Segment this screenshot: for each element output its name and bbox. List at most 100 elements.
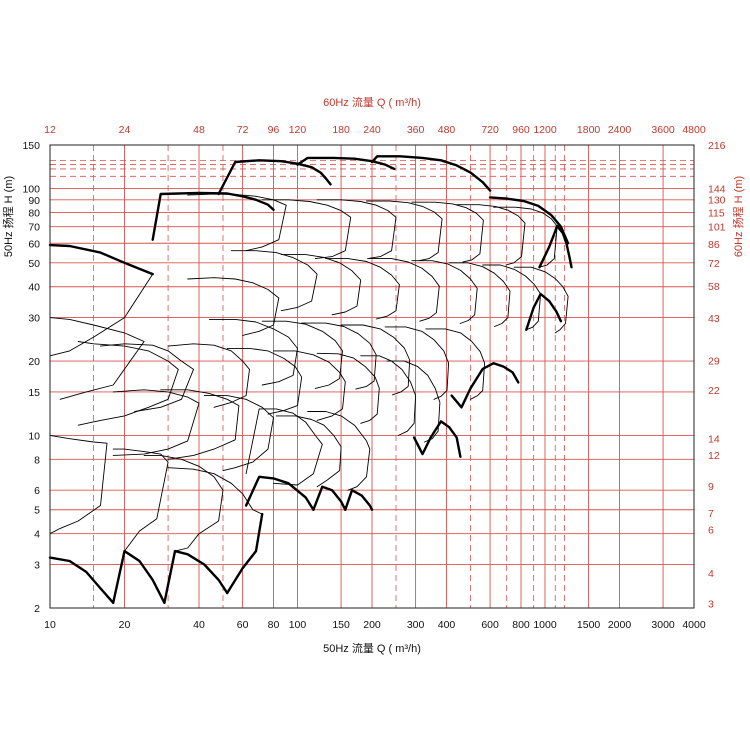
pump-curve-bold: [151, 191, 275, 241]
y-tick-label-right: 7: [708, 508, 714, 520]
pump-curve: [100, 343, 194, 412]
pump-curve: [77, 341, 179, 426]
x-tick-label-top: 120: [289, 124, 307, 136]
x-tick-label-bottom: 100: [289, 619, 307, 631]
y-tick-label-right: 216: [708, 140, 726, 152]
pump-curve: [49, 317, 145, 400]
y-tick-label-right: 9: [708, 481, 714, 493]
pump-curve-bold: [244, 475, 315, 511]
pump-curve-bold: [48, 243, 154, 276]
pump-curve-bold: [412, 420, 462, 458]
y-tick-label-right: 4: [708, 568, 714, 580]
pump-curve: [482, 264, 542, 331]
x-tick-label-top: 360: [407, 124, 425, 136]
pump-curve: [411, 260, 478, 324]
x-tick-label-bottom: 400: [438, 619, 456, 631]
y-tick-label-left: 15: [28, 387, 40, 399]
y-tick-label-right: 12: [708, 450, 720, 462]
pump-curve: [112, 448, 169, 552]
x-tick-label-top: 180: [332, 124, 350, 136]
pump-curve: [493, 206, 558, 268]
plot-frame: [49, 144, 695, 609]
pump-curve: [261, 199, 352, 260]
pump-curve: [456, 204, 526, 266]
pump-curve: [360, 355, 417, 436]
pump-curve-bold: [111, 549, 166, 604]
y-tick-label-right: 115: [708, 208, 725, 220]
pump-curve-bold: [370, 155, 492, 192]
x-tick-label-top: 48: [193, 124, 205, 136]
y-axis-label-left: 50Hz 扬程 H (m): [1, 176, 15, 257]
pump-curve: [261, 320, 343, 389]
pump-curve: [187, 277, 280, 336]
y-tick-label-left: 50: [28, 258, 40, 270]
x-tick-label-top: 960: [512, 124, 530, 136]
pump-curve: [307, 411, 371, 491]
x-axis-label-bottom: 50Hz 流量 Q ( m³/h): [323, 641, 421, 655]
y-tick-label-right: 58: [708, 281, 720, 293]
y-tick-label-left: 90: [28, 195, 40, 207]
y-tick-label-right: 43: [708, 313, 720, 325]
y-tick-label-left: 70: [28, 222, 40, 234]
x-tick-label-bottom: 40: [193, 619, 205, 631]
y-tick-label-left: 150: [22, 140, 40, 152]
x-tick-label-bottom: 1000: [533, 619, 557, 631]
tick-labels: 10 20 40 60 80 100 150 200 300 400 600 800 1000 1500 2…: [22, 124, 725, 631]
y-tick-label-left: 100: [22, 183, 40, 195]
x-tick-label-bottom: 2000: [608, 619, 632, 631]
x-tick-label-bottom: 4000: [682, 619, 706, 631]
x-tick-label-top: 2400: [608, 124, 632, 136]
pump-curve-bold: [344, 489, 374, 511]
pump-curve: [369, 258, 440, 322]
y-tick-label-right: 14: [708, 433, 720, 445]
y-tick-label-left: 3: [34, 560, 40, 572]
grid: [49, 144, 695, 609]
x-tick-label-bottom: 1500: [577, 619, 601, 631]
x-tick-label-top: 1800: [577, 124, 601, 136]
x-tick-label-bottom: 600: [481, 619, 499, 631]
pump-curve: [448, 262, 511, 327]
y-tick-label-right: 6: [708, 524, 714, 536]
pump-curve: [280, 254, 362, 316]
pump-curve-bold: [488, 196, 570, 245]
x-tick-label-bottom: 20: [119, 619, 131, 631]
x-tick-label-top: 24: [119, 124, 131, 136]
y-tick-label-left: 30: [28, 313, 40, 325]
x-tick-label-bottom: 60: [237, 619, 249, 631]
y-tick-label-left: 8: [34, 454, 40, 466]
y-tick-label-right: 130: [708, 194, 726, 206]
y-tick-label-left: 20: [28, 356, 40, 368]
pump-curve: [143, 454, 224, 552]
pump-curve: [230, 250, 318, 312]
x-tick-label-bottom: 3000: [651, 619, 675, 631]
pump-curve-bold: [525, 292, 563, 331]
y-tick-label-left: 80: [28, 207, 40, 219]
pump-curve: [340, 324, 411, 396]
y-axis-label-right: 60Hz 扬程 H (m): [731, 176, 745, 257]
pump-curve-bold: [296, 156, 396, 171]
y-tick-label-left: 40: [28, 282, 40, 294]
x-axis-label-top: 60Hz 流量 Q ( m³/h): [323, 95, 421, 109]
y-tick-label-right: 22: [708, 385, 720, 397]
y-tick-label-left: 10: [28, 430, 40, 442]
x-tick-label-top: 480: [438, 124, 456, 136]
y-tick-label-left: 6: [34, 485, 40, 497]
pump-curve: [325, 258, 400, 320]
pump-curve: [160, 389, 240, 460]
pump-curve: [275, 415, 342, 488]
y-tick-label-right: 29: [708, 355, 720, 367]
pump-curve: [273, 350, 346, 421]
pump-curve: [316, 199, 397, 260]
pump-curve-bold: [450, 362, 520, 409]
pump-curve: [386, 360, 441, 443]
pump-curve: [384, 326, 450, 400]
pump-curve: [208, 318, 298, 386]
x-tick-label-bottom: 800: [512, 619, 530, 631]
y-tick-label-left: 2: [34, 603, 40, 615]
x-tick-label-bottom: 10: [44, 619, 56, 631]
y-tick-label-right: 3: [708, 599, 714, 611]
pump-curve-bold: [312, 485, 347, 511]
x-tick-label-top: 4800: [682, 124, 706, 136]
y-tick-label-left: 4: [34, 529, 40, 541]
